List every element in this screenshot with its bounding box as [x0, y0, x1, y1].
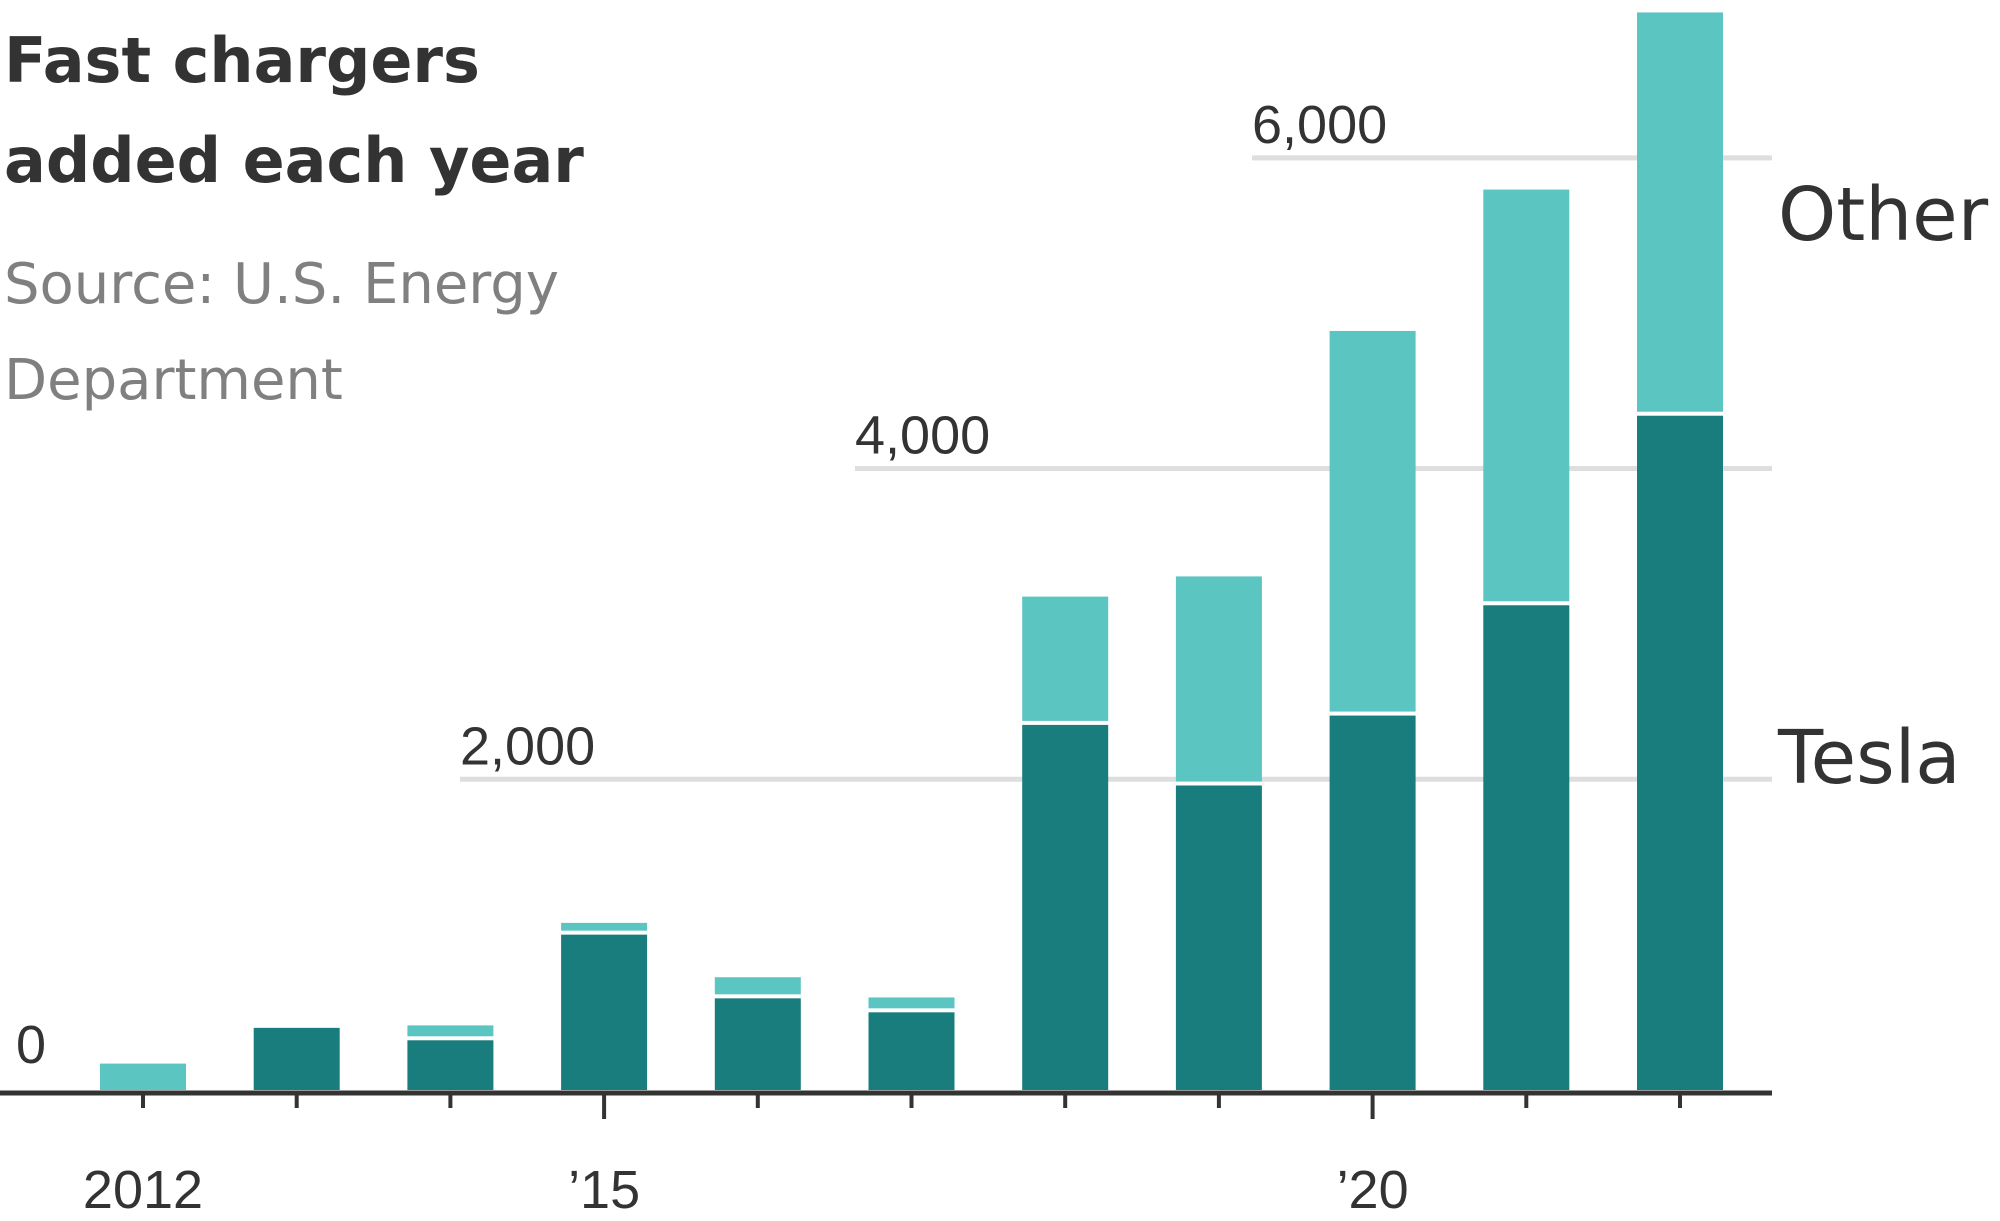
x-tick-label: ’15: [568, 1160, 640, 1220]
bar-tesla: [1022, 724, 1109, 1090]
bar-tesla: [1329, 715, 1416, 1090]
bar-other: [561, 922, 648, 931]
bar-other: [1637, 12, 1723, 412]
bar-tesla: [1637, 415, 1723, 1090]
labels: 0 2,000 4,000 6,000 2012 ’15 ’20 Tesla Other: [16, 95, 1989, 1220]
y-tick-label: 0: [16, 1015, 46, 1075]
bar-other: [868, 997, 955, 1009]
y-tick-label: 4,000: [855, 406, 990, 466]
x-tick-label: ’20: [1337, 1160, 1409, 1220]
y-tick-label: 6,000: [1252, 95, 1387, 155]
chart-title-line-2: added each year: [4, 124, 584, 197]
chart-title-line-1: Fast chargers: [4, 24, 480, 97]
bar-tesla: [253, 1027, 340, 1090]
x-axis-ticks: [141, 1095, 1682, 1119]
bars: [100, 12, 1723, 1090]
source-line-1: Source: U.S. Energy: [4, 252, 559, 317]
bar-tesla: [1483, 605, 1570, 1090]
bar-tesla: [1175, 785, 1262, 1090]
bar-other: [100, 1063, 186, 1090]
bar-other: [1483, 189, 1570, 602]
series-label-tesla: Tesla: [1777, 715, 1961, 801]
bar-other: [1175, 576, 1262, 782]
gridlines: [460, 155, 1772, 782]
x-tick-label: 2012: [83, 1160, 203, 1220]
source-line-2: Department: [4, 348, 343, 413]
series-label-other: Other: [1778, 172, 1989, 258]
bar-tesla: [868, 1012, 955, 1090]
bar-other: [1329, 330, 1416, 712]
bar-tesla: [561, 934, 648, 1090]
bar-other: [407, 1025, 494, 1037]
bar-other: [1022, 596, 1109, 721]
bar-tesla: [714, 998, 801, 1090]
bar-other: [714, 977, 801, 995]
bar-tesla: [407, 1040, 494, 1090]
y-tick-label: 2,000: [460, 716, 595, 776]
